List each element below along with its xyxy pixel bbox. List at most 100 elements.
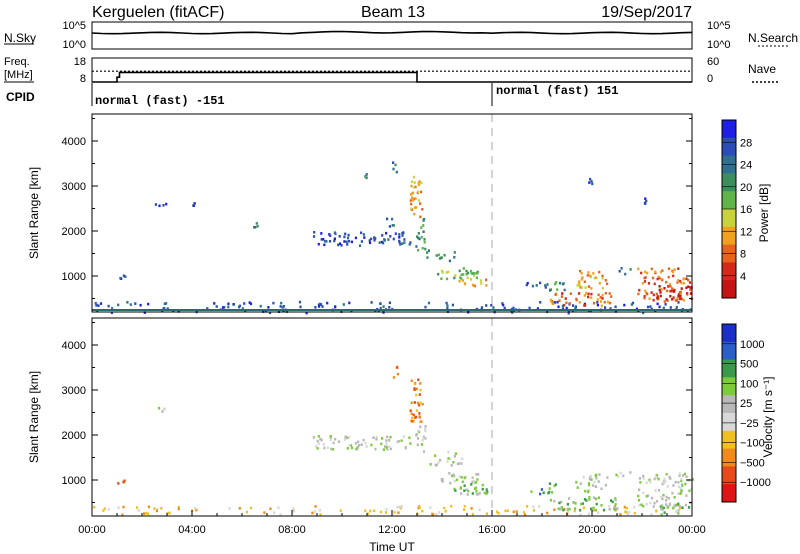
- scatter-cell: [470, 483, 473, 486]
- scatter-cell: [332, 441, 335, 445]
- scatter-cell: [413, 206, 416, 209]
- scatter-cell: [604, 291, 607, 295]
- scatter-cell: [477, 473, 480, 476]
- scatter-cell: [658, 285, 661, 288]
- scatter-cell: [447, 457, 450, 460]
- colorbar-swatch: [722, 448, 736, 467]
- scatter-cell: [334, 305, 337, 309]
- scatter-cell: [546, 511, 549, 515]
- scatter-cell: [388, 306, 391, 309]
- scatter-cell: [451, 303, 454, 307]
- colorbar-tick-label: 100: [740, 378, 758, 390]
- scatter-cell: [401, 232, 404, 235]
- scatter-cell: [319, 303, 322, 306]
- scatter-cell: [194, 507, 197, 510]
- scatter-cell: [584, 304, 587, 307]
- scatter-cell: [93, 505, 96, 509]
- station-title: Kerguelen (fitACF): [92, 4, 225, 21]
- sky-left-tick-bottom: 10^0: [62, 39, 86, 51]
- scatter-cell: [317, 442, 320, 445]
- scatter-cell: [677, 485, 680, 489]
- scatter-cell: [587, 512, 590, 516]
- scatter-cell: [628, 511, 631, 514]
- scatter-cell: [568, 507, 571, 511]
- scatter-cell: [548, 487, 551, 490]
- scatter-cell: [578, 301, 581, 304]
- scatter-cell: [610, 499, 613, 502]
- scatter-cell: [370, 237, 373, 241]
- colorbar-frame: [721, 323, 737, 503]
- scatter-cell: [401, 242, 404, 245]
- scatter-cell: [663, 511, 666, 514]
- power-cbar-label: Power [dB]: [757, 184, 771, 243]
- scatter-cell: [668, 503, 672, 506]
- scatter-cell: [563, 303, 566, 307]
- colorbar-tick-label: 8: [740, 249, 746, 261]
- scatter-cell: [483, 491, 486, 495]
- scatter-cell: [595, 497, 598, 501]
- scatter-cell: [601, 277, 604, 280]
- scatter-cell: [453, 474, 456, 478]
- scatter-cell: [400, 439, 403, 442]
- scatter-cell: [532, 505, 535, 509]
- scatter-cell: [418, 415, 421, 418]
- scatter-cell: [348, 301, 351, 305]
- colorbar-swatch: [722, 395, 736, 414]
- scatter-cell: [317, 435, 320, 438]
- scatter-cell: [386, 448, 390, 451]
- scatter-cell: [422, 230, 425, 233]
- scatter-cell: [651, 276, 655, 280]
- scatter-cell: [515, 510, 518, 513]
- scatter-cell: [410, 207, 413, 211]
- scatter-cell: [415, 409, 418, 412]
- scatter-cell: [658, 305, 661, 309]
- scatter-cell: [461, 480, 464, 484]
- scatter-cell: [525, 283, 528, 287]
- scatter-cell: [448, 259, 451, 263]
- cpid-segment-2: normal (fast) 151: [496, 84, 618, 98]
- time-axis-label: Time UT: [369, 540, 415, 554]
- scatter-cell: [650, 496, 654, 500]
- scatter-cell: [422, 219, 425, 222]
- scatter-cell: [587, 271, 590, 274]
- scatter-cell: [601, 286, 604, 290]
- scatter-cell: [588, 496, 591, 499]
- scatter-cell: [650, 267, 653, 271]
- scatter-cell: [382, 241, 385, 245]
- scatter-cell: [673, 288, 676, 292]
- scatter-cell: [166, 307, 169, 310]
- scatter-cell: [589, 476, 592, 479]
- scatter-cell: [330, 447, 333, 451]
- scatter-cell: [645, 291, 648, 295]
- scatter-cell: [416, 235, 419, 238]
- scatter-cell: [395, 170, 398, 174]
- scatter-cell: [606, 282, 609, 286]
- scatter-cell: [687, 285, 690, 288]
- scatter-cell: [387, 238, 390, 241]
- scatter-cell: [460, 277, 463, 280]
- scatter-cell: [279, 305, 282, 308]
- colorbar-tick-label: −500: [740, 457, 765, 469]
- scatter-cell: [446, 460, 449, 463]
- scatter-cell: [382, 448, 385, 451]
- power-ylabel: Slant Range [km]: [27, 167, 41, 259]
- scatter-cell: [568, 302, 571, 305]
- scatter-cell: [548, 482, 552, 485]
- scatter-cell: [642, 504, 645, 508]
- scatter-cell: [670, 289, 673, 293]
- scatter-cell: [424, 429, 427, 433]
- scatter-cell: [674, 299, 677, 302]
- scatter-cell: [485, 488, 488, 491]
- scatter-cell: [272, 301, 275, 305]
- scatter-cell: [364, 509, 367, 513]
- scatter-cell: [346, 436, 349, 440]
- scatter-cell: [475, 276, 478, 280]
- scatter-cell: [540, 488, 543, 491]
- scatter-cell: [396, 372, 399, 376]
- scatter-cell: [223, 306, 226, 309]
- scatter-cell: [646, 494, 650, 497]
- scatter-cell: [392, 161, 395, 164]
- scatter-cell: [660, 288, 663, 291]
- scatter-cell: [679, 293, 682, 296]
- scatter-cell: [558, 501, 561, 505]
